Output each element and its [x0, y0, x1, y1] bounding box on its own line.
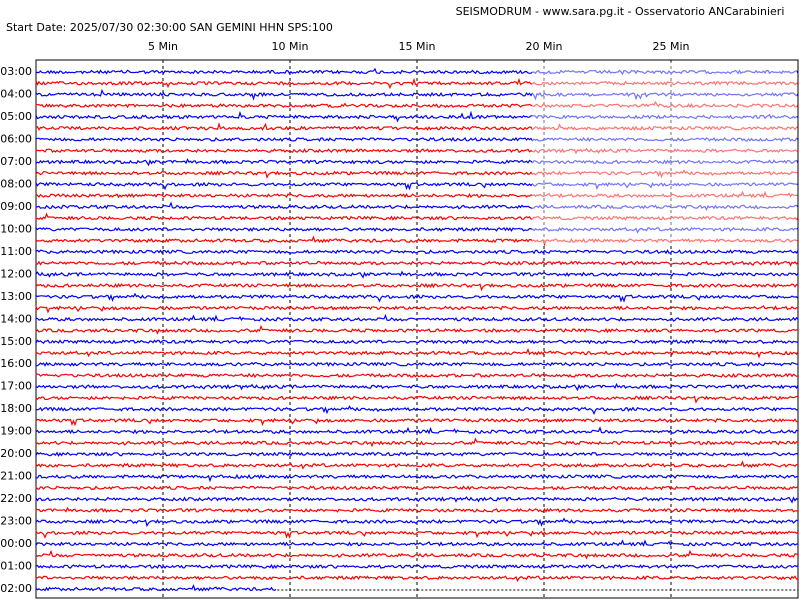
y-tick-label: 22:00	[0, 492, 32, 505]
trace	[35, 77, 799, 90]
y-tick-label: 17:00	[0, 380, 32, 393]
trace	[35, 529, 799, 539]
trace	[35, 395, 799, 404]
y-tick-label: 23:00	[0, 515, 32, 528]
trace	[35, 88, 799, 101]
x-tick-label: 10 Min	[271, 40, 308, 53]
trace	[35, 539, 799, 547]
y-tick-label: 18:00	[0, 402, 32, 415]
trace	[35, 549, 799, 560]
trace	[35, 190, 799, 199]
trace	[35, 451, 799, 458]
y-tick-label: 06:00	[0, 132, 32, 145]
trace	[35, 158, 799, 167]
trace	[35, 282, 799, 292]
trace	[35, 121, 799, 131]
trace	[35, 212, 799, 221]
trace	[35, 426, 799, 435]
trace	[35, 460, 799, 470]
y-tick-label: 08:00	[0, 177, 32, 190]
trace	[35, 372, 799, 379]
y-tick-label: 10:00	[0, 222, 32, 235]
trace	[35, 292, 799, 303]
trace	[35, 339, 799, 346]
y-tick-label: 14:00	[0, 312, 32, 325]
trace	[35, 583, 277, 592]
trace	[35, 563, 799, 570]
y-tick-label: 19:00	[0, 425, 32, 438]
trace	[35, 473, 799, 483]
trace	[35, 485, 799, 491]
y-tick-label: 11:00	[0, 245, 32, 258]
y-tick-label: 16:00	[0, 357, 32, 370]
trace	[35, 226, 799, 234]
logo-watermark	[532, 62, 797, 244]
x-tick-label: 20 Min	[525, 40, 562, 53]
y-tick-label: 21:00	[0, 470, 32, 483]
y-tick-label: 03:00	[0, 65, 32, 78]
x-tick-label: 5 Min	[148, 40, 178, 53]
trace	[35, 417, 799, 427]
trace	[35, 405, 799, 416]
trace	[35, 347, 799, 359]
trace	[35, 270, 799, 279]
trace	[35, 437, 799, 448]
trace	[35, 313, 799, 323]
trace	[35, 517, 799, 528]
y-tick-label: 20:00	[0, 447, 32, 460]
x-tick-label: 25 Min	[652, 40, 689, 53]
trace	[35, 67, 799, 76]
y-tick-label: 00:00	[0, 537, 32, 550]
trace	[35, 235, 799, 247]
trace	[35, 496, 799, 504]
trace	[35, 575, 799, 583]
trace	[35, 110, 799, 123]
y-tick-label: 13:00	[0, 290, 32, 303]
trace	[35, 249, 799, 255]
trace	[35, 506, 799, 513]
chart-title: SEISMODRUM - www.sara.pg.it - Osservator…	[456, 5, 785, 18]
y-tick-label: 09:00	[0, 200, 32, 213]
trace	[35, 324, 799, 335]
y-tick-label: 05:00	[0, 110, 32, 123]
trace	[35, 361, 799, 367]
y-tick-label: 12:00	[0, 267, 32, 280]
trace	[35, 382, 799, 392]
trace	[35, 169, 799, 179]
trace	[35, 180, 799, 191]
trace	[35, 201, 799, 212]
trace	[35, 100, 799, 109]
y-tick-label: 01:00	[0, 560, 32, 573]
trace	[35, 260, 799, 267]
y-tick-label: 07:00	[0, 155, 32, 168]
x-tick-label: 15 Min	[398, 40, 435, 53]
y-tick-label: 15:00	[0, 335, 32, 348]
y-tick-label: 04:00	[0, 87, 32, 100]
trace	[35, 304, 799, 314]
chart-subtitle: Start Date: 2025/07/30 02:30:00 SAN GEMI…	[6, 21, 333, 34]
trace	[35, 136, 799, 143]
trace	[35, 147, 799, 155]
y-tick-label: 02:00	[0, 582, 32, 595]
